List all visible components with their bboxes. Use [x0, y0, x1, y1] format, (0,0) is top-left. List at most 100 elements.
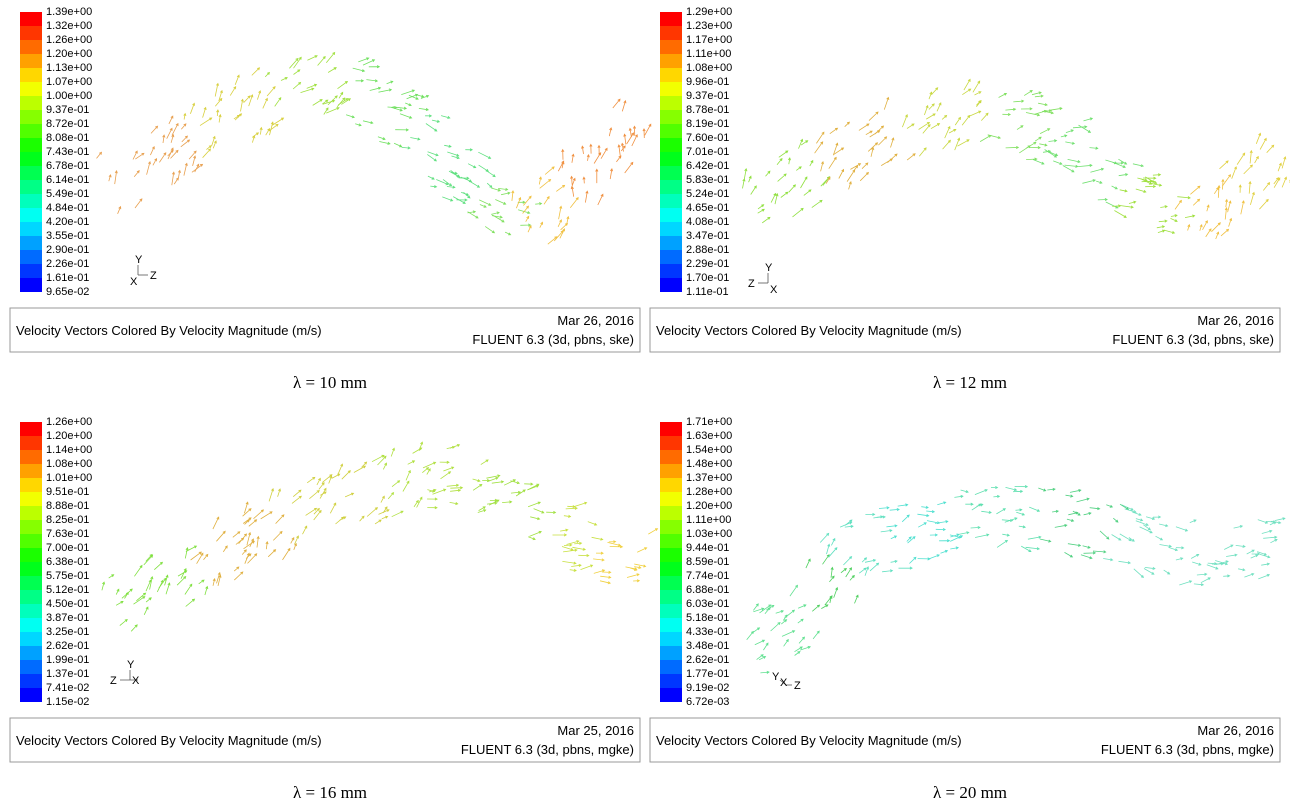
vector-arrow [405, 102, 412, 107]
vector-arrow [170, 133, 175, 143]
vector-arrow [1049, 107, 1063, 111]
vector-arrow [557, 219, 562, 227]
vector-arrow [869, 562, 880, 572]
vector-arrow [1047, 487, 1056, 491]
vector-arrow [520, 223, 532, 227]
vector-arrow [1175, 546, 1185, 550]
colorbar-band [20, 124, 42, 138]
vector-arrow [556, 184, 566, 192]
vector-arrow [416, 496, 423, 508]
vector-arrow [535, 202, 543, 206]
colorbar-band [660, 506, 682, 520]
vector-arrow [1103, 558, 1114, 562]
colorbar-label: 4.50e-01 [46, 598, 89, 610]
vector-arrow [1054, 524, 1068, 528]
vector-arrow [427, 506, 438, 510]
vector-arrow [305, 507, 318, 516]
vector-arrow [322, 99, 336, 105]
vector-arrow [431, 119, 441, 123]
vector-arrow [355, 123, 362, 127]
vector-arrow [1048, 151, 1059, 157]
caption-solver: FLUENT 6.3 (3d, pbns, mgke) [1101, 742, 1274, 757]
vector-arrow [232, 531, 241, 538]
vector-arrow [401, 89, 416, 95]
vector-arrow [479, 204, 487, 208]
vector-arrow [798, 636, 806, 644]
vector-arrow [1163, 229, 1176, 234]
vector-arrow [775, 610, 784, 614]
vector-arrow [1090, 167, 1105, 173]
vector-arrow [203, 553, 209, 560]
vector-arrow [764, 606, 771, 614]
vector-arrow [241, 549, 247, 555]
vector-arrow [391, 480, 401, 488]
vector-arrow [825, 176, 831, 184]
colorbar-label: 6.14e-01 [46, 174, 89, 186]
vector-arrow [599, 580, 611, 585]
vector-arrow [323, 107, 329, 115]
colorbar-band [20, 534, 42, 548]
vector-arrow [918, 147, 927, 157]
vector-arrow [336, 97, 346, 107]
vector-arrow [1177, 196, 1191, 200]
vector-arrow [935, 527, 947, 532]
colorbar-label: 1.01e+00 [46, 472, 92, 484]
vector-arrow [504, 231, 512, 236]
vector-arrow [1078, 124, 1092, 133]
vector-arrow [510, 480, 521, 485]
colorbar-label: 7.41e-02 [46, 682, 89, 694]
colorbar-band [20, 208, 42, 222]
vector-arrow [377, 136, 386, 141]
colorbar-band [20, 12, 42, 26]
vector-arrow [523, 195, 532, 206]
vector-arrow [1105, 201, 1119, 209]
vector-arrow [581, 145, 585, 154]
colorbar-band [20, 82, 42, 96]
colorbar-band [20, 632, 42, 646]
vector-arrow [868, 111, 879, 121]
vector-arrow [882, 569, 894, 573]
colorbar-band [20, 40, 42, 54]
vector-arrow [1078, 163, 1093, 168]
colorbar-band [20, 548, 42, 562]
vector-arrow [1222, 174, 1231, 187]
caption-date: Mar 26, 2016 [1197, 313, 1274, 328]
vector-arrow [529, 530, 542, 537]
vector-arrow [134, 198, 143, 209]
vector-arrow [563, 514, 572, 518]
vector-arrow [623, 133, 627, 145]
vector-arrow [814, 141, 824, 154]
vector-arrow [427, 151, 439, 157]
colorbar-label: 1.11e-01 [686, 286, 729, 298]
vector-arrow [1004, 517, 1018, 523]
colorbar-label: 4.65e-01 [686, 202, 729, 214]
vector-arrow [362, 59, 376, 66]
vector-arrow [135, 152, 145, 160]
vector-arrow [214, 82, 220, 97]
vector-arrow [906, 153, 916, 161]
colorbar-label: 1.26e+00 [46, 34, 92, 46]
vector-arrow [1052, 509, 1060, 513]
vector-arrow [1144, 566, 1156, 570]
colorbar-label: 2.62e-01 [686, 654, 729, 666]
vector-arrow [425, 114, 433, 118]
vector-arrow [251, 67, 261, 76]
vector-arrow [760, 670, 770, 674]
vector-arrow [1221, 178, 1225, 190]
vector-arrow [96, 151, 103, 159]
vector-arrow [1206, 204, 1210, 212]
vector-arrow [797, 604, 807, 609]
vector-arrow [845, 567, 852, 578]
vector-arrow [440, 115, 451, 119]
vector-arrow [265, 540, 269, 550]
vector-arrow [477, 509, 487, 513]
vector-arrow [1044, 149, 1058, 158]
vector-arrow [168, 115, 174, 125]
vector-arrow [293, 56, 302, 69]
panel: 1.71e+00 1.63e+00 1.54e+00 1.48e+00 1.37e+00… [649, 416, 1286, 802]
colorbar-band [660, 520, 682, 534]
triad-label: Y [135, 254, 143, 266]
vector-arrow [558, 205, 563, 220]
vector-arrow [313, 507, 320, 515]
vector-arrow [567, 505, 576, 509]
